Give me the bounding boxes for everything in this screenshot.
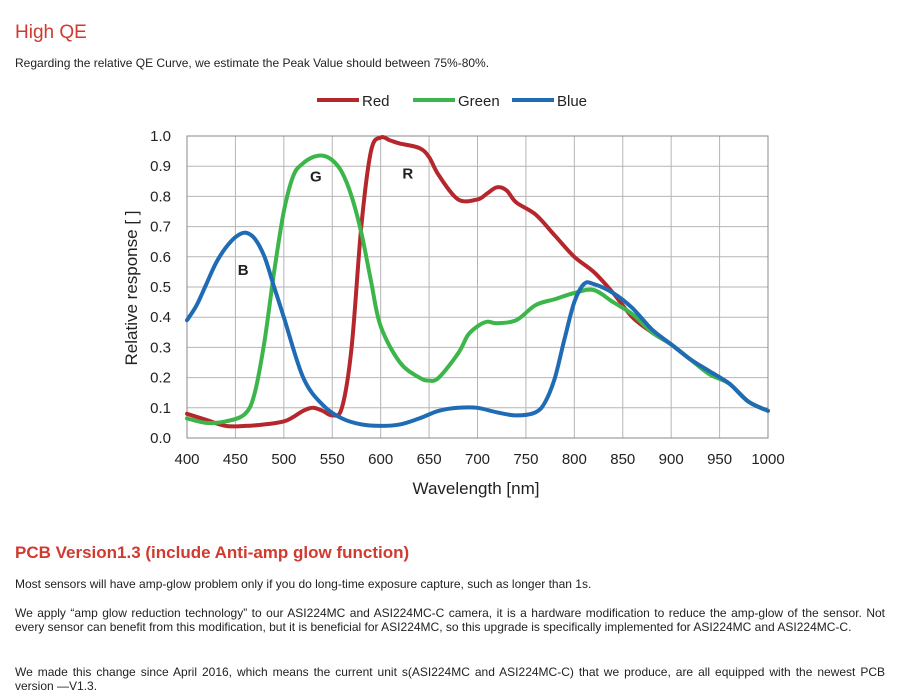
- x-tick-label: 650: [417, 451, 442, 468]
- intro-text: Regarding the relative QE Curve, we esti…: [15, 56, 490, 70]
- legend-label-green: Green: [458, 93, 500, 110]
- legend-label-blue: Blue: [557, 93, 587, 110]
- y-tick-label: 0.9: [150, 158, 171, 175]
- y-tick-label: 0.7: [150, 219, 171, 236]
- series-line-green: [185, 153, 770, 426]
- x-tick-label: 1000: [751, 451, 784, 468]
- x-tick-label: 600: [368, 451, 393, 468]
- curve-annotation: G: [310, 168, 322, 185]
- pcb-heading: PCB Version1.3 (include Anti-amp glow fu…: [15, 543, 410, 562]
- paragraph-1: Most sensors will have amp-glow problem …: [15, 577, 592, 591]
- x-tick-label: 800: [562, 451, 587, 468]
- x-tick-label: 900: [659, 451, 684, 468]
- chart-grid: [186, 135, 769, 439]
- x-tick-label: 400: [174, 451, 199, 468]
- chart-ticks: 400 450 500 550 600 650 700 750 800 850 900 950 1000…: [150, 128, 785, 468]
- x-tick-label: 500: [271, 451, 296, 468]
- chart-series: [185, 135, 770, 429]
- page-heading: High QE: [15, 22, 87, 43]
- x-tick-label: 700: [465, 451, 490, 468]
- curve-annotation: R: [402, 165, 413, 182]
- curve-annotation: B: [238, 262, 249, 279]
- chart-annotations: G R B: [238, 165, 414, 279]
- y-tick-label: 0.5: [150, 279, 171, 296]
- y-tick-label: 0.2: [150, 370, 171, 387]
- x-axis-label: Wavelength [nm]: [413, 479, 540, 498]
- y-tick-label: 0.3: [150, 339, 171, 356]
- x-tick-label: 750: [513, 451, 538, 468]
- chart-legend: Red Green Blue: [317, 93, 587, 110]
- y-tick-label: 0.8: [150, 188, 171, 205]
- y-tick-label: 0.0: [150, 430, 171, 447]
- qe-curve-chart: 400 450 500 550 600 650 700 750 800 850 900 950 1000…: [122, 93, 785, 498]
- paragraph-2: We apply “amp glow reduction technology”…: [15, 606, 885, 634]
- series-line-blue: [185, 230, 770, 428]
- x-tick-label: 850: [610, 451, 635, 468]
- y-axis-label: Relative response [ ]: [122, 211, 141, 366]
- x-tick-label: 450: [223, 451, 248, 468]
- y-tick-label: 0.1: [150, 400, 171, 417]
- y-tick-label: 0.6: [150, 249, 171, 266]
- legend-label-red: Red: [362, 93, 390, 110]
- y-tick-label: 1.0: [150, 128, 171, 145]
- plot-border: [186, 135, 769, 439]
- x-tick-label: 950: [707, 451, 732, 468]
- paragraph-3: We made this change since April 2016, wh…: [15, 665, 885, 693]
- y-tick-label: 0.4: [150, 309, 171, 326]
- x-tick-label: 550: [320, 451, 345, 468]
